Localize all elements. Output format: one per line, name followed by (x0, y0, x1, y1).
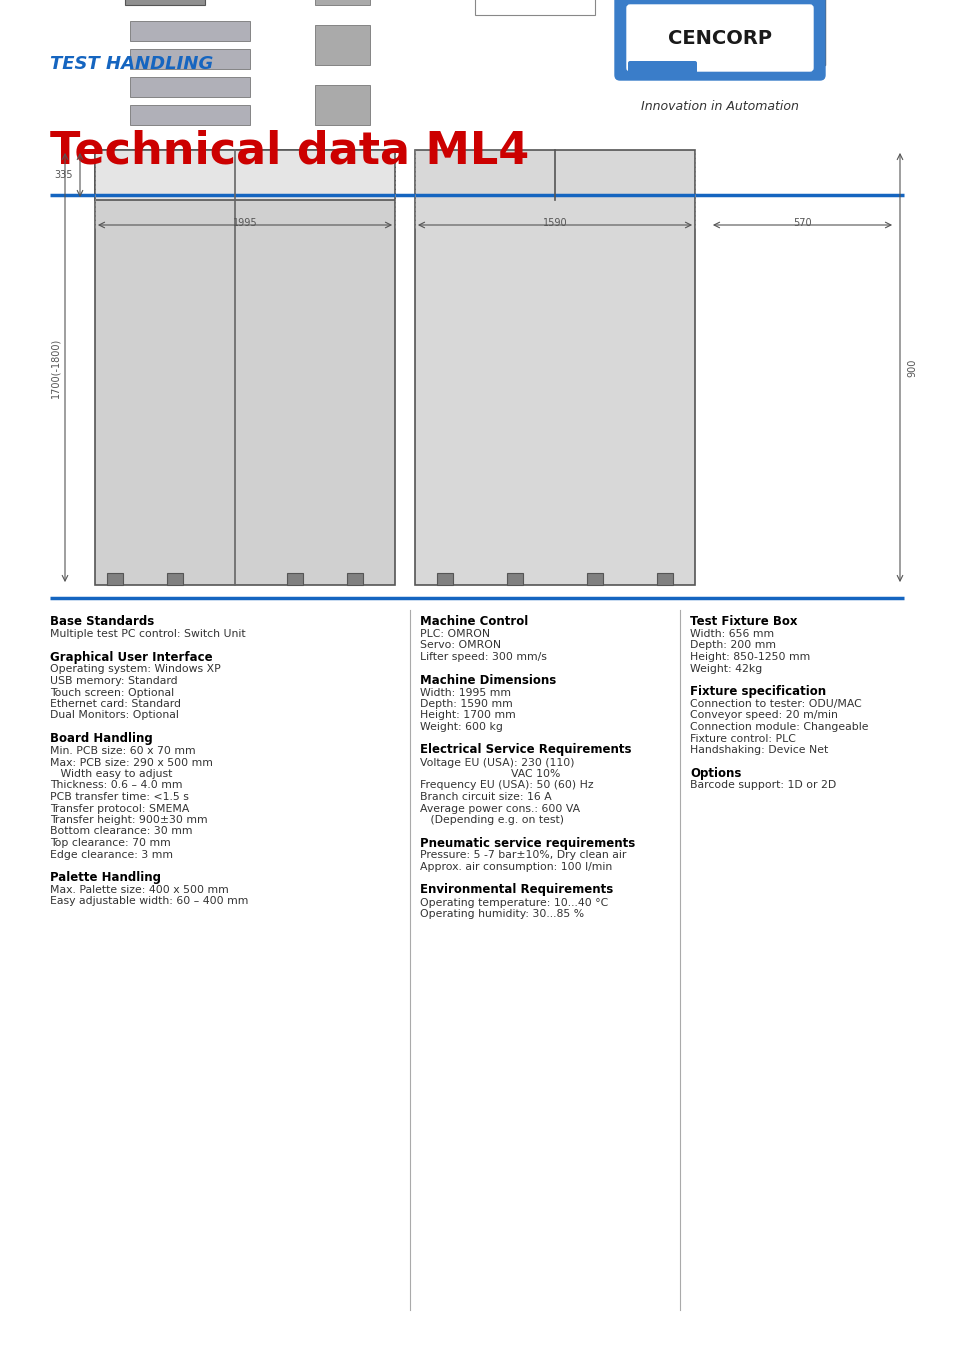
Bar (314, 85, 370, 126)
Text: 1995: 1995 (233, 217, 257, 228)
Text: Machine Control: Machine Control (419, 616, 528, 628)
FancyBboxPatch shape (626, 5, 812, 72)
Text: 900: 900 (906, 358, 916, 377)
Text: Options: Options (689, 767, 740, 779)
Text: Fixture specification: Fixture specification (689, 684, 825, 698)
Bar (314, 26, 370, 65)
Text: TEST HANDLING: TEST HANDLING (50, 55, 213, 73)
Text: Innovation in Automation: Innovation in Automation (640, 100, 798, 113)
Bar (586, 572, 602, 585)
Bar (415, 150, 695, 585)
Text: Max. Palette size: 400 x 500 mm: Max. Palette size: 400 x 500 mm (50, 886, 229, 895)
Text: Electrical Service Requirements: Electrical Service Requirements (419, 744, 631, 756)
Bar (95, 150, 395, 585)
Text: Lifter speed: 300 mm/s: Lifter speed: 300 mm/s (419, 652, 546, 662)
Bar (287, 572, 303, 585)
Bar (475, 0, 595, 15)
Text: (Depending e.g. on test): (Depending e.g. on test) (419, 815, 563, 825)
Text: Technical data ML4: Technical data ML4 (50, 130, 529, 173)
Text: Easy adjustable width: 60 – 400 mm: Easy adjustable width: 60 – 400 mm (50, 896, 248, 906)
Text: Palette Handling: Palette Handling (50, 871, 161, 884)
Text: Average power cons.: 600 VA: Average power cons.: 600 VA (419, 803, 579, 814)
Text: Multiple test PC control: Switch Unit: Multiple test PC control: Switch Unit (50, 629, 245, 639)
Bar (130, 49, 250, 69)
Text: Voltage EU (USA): 230 (110): Voltage EU (USA): 230 (110) (419, 757, 574, 768)
Text: Handshaking: Device Net: Handshaking: Device Net (689, 745, 827, 755)
Text: PLC: OMRON: PLC: OMRON (419, 629, 490, 639)
Text: Operating humidity: 30...85 %: Operating humidity: 30...85 % (419, 909, 583, 919)
Text: Pneumatic service requirements: Pneumatic service requirements (419, 837, 635, 849)
Text: Frequency EU (USA): 50 (60) Hz: Frequency EU (USA): 50 (60) Hz (419, 780, 593, 791)
Text: Servo: OMRON: Servo: OMRON (419, 640, 500, 651)
FancyBboxPatch shape (627, 61, 697, 77)
Bar (107, 572, 123, 585)
Bar (506, 572, 522, 585)
Bar (314, 0, 370, 5)
Text: 335: 335 (54, 170, 73, 180)
Text: Width easy to adjust: Width easy to adjust (50, 769, 172, 779)
Text: Height: 850-1250 mm: Height: 850-1250 mm (689, 652, 809, 662)
Text: Connection to tester: ODU/MAC: Connection to tester: ODU/MAC (689, 699, 861, 709)
Text: Environmental Requirements: Environmental Requirements (419, 883, 613, 896)
Text: Depth: 200 mm: Depth: 200 mm (689, 640, 775, 651)
Text: Max: PCB size: 290 x 500 mm: Max: PCB size: 290 x 500 mm (50, 757, 213, 768)
Bar (95, 150, 395, 200)
Text: Dual Monitors: Optional: Dual Monitors: Optional (50, 710, 179, 721)
Text: Weight: 42kg: Weight: 42kg (689, 663, 761, 674)
Text: VAC 10%: VAC 10% (419, 769, 559, 779)
Text: Fixture control: PLC: Fixture control: PLC (689, 733, 795, 744)
Text: Thickness: 0.6 – 4.0 mm: Thickness: 0.6 – 4.0 mm (50, 780, 182, 791)
Text: Edge clearance: 3 mm: Edge clearance: 3 mm (50, 849, 172, 860)
Text: Operating temperature: 10...40 °C: Operating temperature: 10...40 °C (419, 898, 608, 907)
Text: Transfer height: 900±30 mm: Transfer height: 900±30 mm (50, 815, 208, 825)
Text: Depth: 1590 mm: Depth: 1590 mm (419, 699, 512, 709)
Text: Machine Dimensions: Machine Dimensions (419, 674, 556, 687)
Bar (125, 0, 205, 5)
Text: Barcode support: 1D or 2D: Barcode support: 1D or 2D (689, 780, 836, 791)
Text: Height: 1700 mm: Height: 1700 mm (419, 710, 516, 721)
Text: Width: 1995 mm: Width: 1995 mm (419, 687, 511, 698)
Bar (657, 572, 672, 585)
FancyBboxPatch shape (615, 0, 824, 80)
Text: Conveyor speed: 20 m/min: Conveyor speed: 20 m/min (689, 710, 837, 721)
Bar (130, 77, 250, 97)
Text: Pressure: 5 -7 bar±10%, Dry clean air: Pressure: 5 -7 bar±10%, Dry clean air (419, 850, 626, 860)
Bar (436, 572, 453, 585)
Text: Board Handling: Board Handling (50, 732, 152, 745)
Bar (130, 22, 250, 40)
Text: Test Fixture Box: Test Fixture Box (689, 616, 797, 628)
Text: Min. PCB size: 60 x 70 mm: Min. PCB size: 60 x 70 mm (50, 747, 195, 756)
Text: Transfer protocol: SMEMA: Transfer protocol: SMEMA (50, 803, 190, 814)
Text: Width: 656 mm: Width: 656 mm (689, 629, 773, 639)
Bar (167, 572, 183, 585)
Text: 1590: 1590 (542, 217, 567, 228)
Bar (347, 572, 363, 585)
Text: PCB transfer time: <1.5 s: PCB transfer time: <1.5 s (50, 792, 189, 802)
Text: Connection module: Changeable: Connection module: Changeable (689, 722, 867, 732)
Text: Graphical User Interface: Graphical User Interface (50, 651, 213, 663)
Text: Touch screen: Optional: Touch screen: Optional (50, 687, 174, 698)
Text: Top clearance: 70 mm: Top clearance: 70 mm (50, 838, 171, 848)
Text: Ethernet card: Standard: Ethernet card: Standard (50, 699, 181, 709)
Text: Approx. air consumption: 100 l/min: Approx. air consumption: 100 l/min (419, 863, 612, 872)
Text: Bottom clearance: 30 mm: Bottom clearance: 30 mm (50, 826, 193, 837)
Text: 570: 570 (792, 217, 811, 228)
Text: Base Standards: Base Standards (50, 616, 154, 628)
Text: Operating system: Windows XP: Operating system: Windows XP (50, 664, 220, 675)
Bar (709, 0, 824, 65)
Text: Branch circuit size: 16 A: Branch circuit size: 16 A (419, 792, 551, 802)
Text: USB memory: Standard: USB memory: Standard (50, 676, 177, 686)
Text: 1700(-1800): 1700(-1800) (50, 338, 60, 398)
Text: Weight: 600 kg: Weight: 600 kg (419, 722, 502, 732)
Bar (130, 105, 250, 126)
Text: CENCORP: CENCORP (667, 28, 771, 47)
